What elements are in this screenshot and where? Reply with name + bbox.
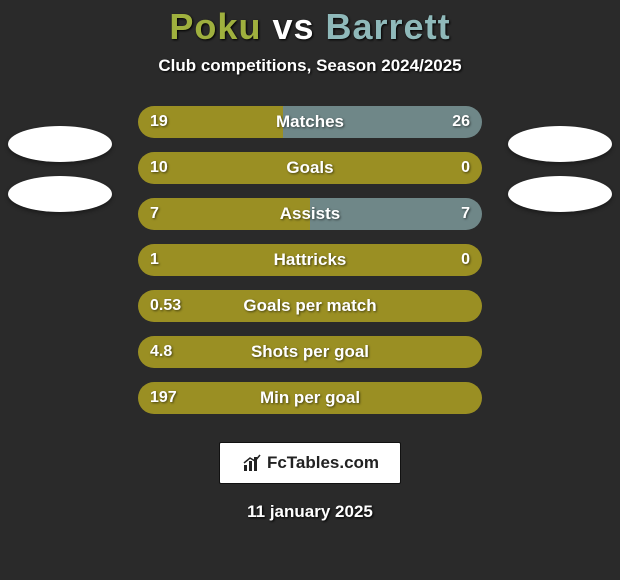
stat-row: Shots per goal4.8 [138,336,482,368]
bar-chart-icon [241,452,263,474]
stat-bar-left [138,198,310,230]
stat-row: Goals per match0.53 [138,290,482,322]
left-player-badge [8,126,112,162]
stat-bar-left [138,290,482,322]
stat-bar-left [138,336,482,368]
right-player-badge [508,126,612,162]
stat-bar-left [138,152,482,184]
stat-bar-right [310,198,482,230]
stat-row: Min per goal197 [138,382,482,414]
player1-name: Poku [169,6,261,47]
vs-label: vs [272,6,314,47]
comparison-card: Poku vs Barrett Club competitions, Seaso… [0,6,620,580]
brand-badge[interactable]: FcTables.com [219,442,401,484]
stat-bar-left [138,244,482,276]
stat-row: Goals100 [138,152,482,184]
stat-bar-left [138,106,283,138]
stat-row: Assists77 [138,198,482,230]
left-player-badge [8,176,112,212]
right-player-badge [508,176,612,212]
stat-row: Hattricks10 [138,244,482,276]
brand-text: FcTables.com [267,453,379,473]
page-title: Poku vs Barrett [0,6,620,48]
subtitle: Club competitions, Season 2024/2025 [0,56,620,76]
stat-bar-right [283,106,482,138]
stat-row: Matches1926 [138,106,482,138]
date-label: 11 january 2025 [0,502,620,522]
stat-bar-left [138,382,482,414]
player2-name: Barrett [326,6,451,47]
